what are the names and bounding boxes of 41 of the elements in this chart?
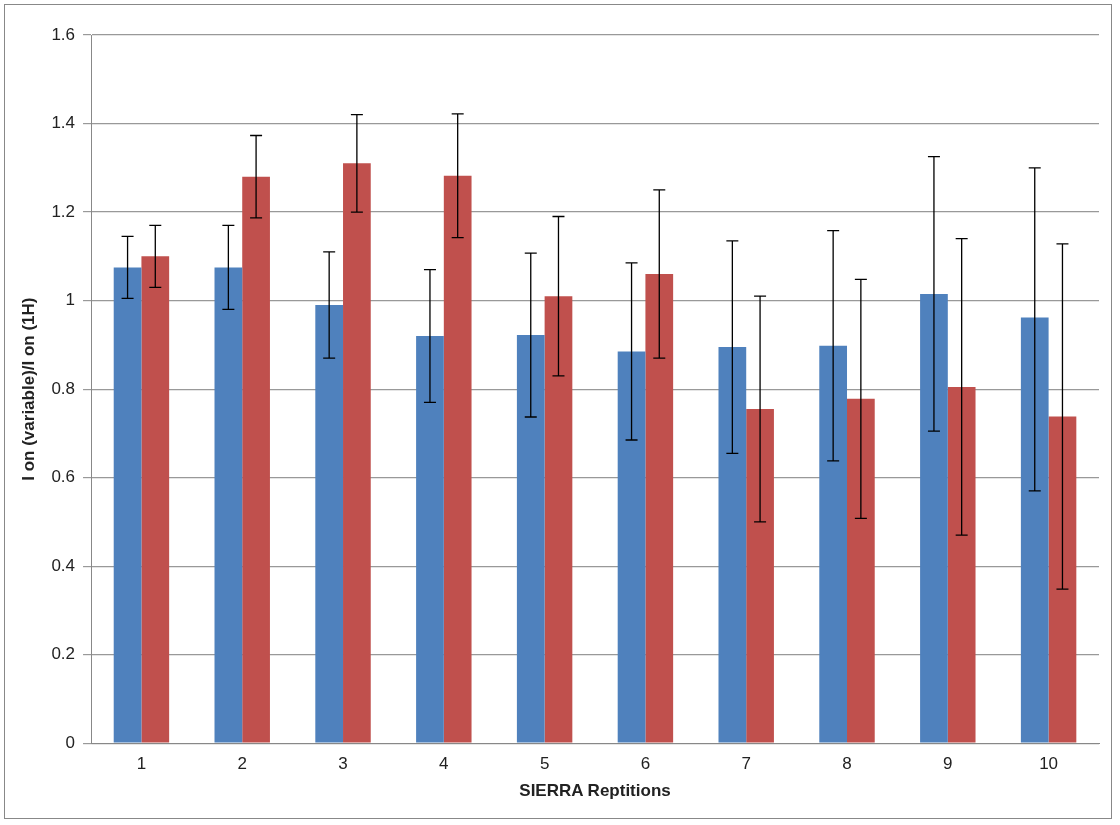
- bar: [544, 296, 573, 743]
- bar: [214, 267, 243, 743]
- x-tick-label: 4: [439, 754, 449, 774]
- bar: [443, 175, 472, 743]
- y-tick-label: 1.4: [51, 113, 76, 133]
- bar: [947, 386, 976, 743]
- y-tick-label: 1.6: [51, 24, 76, 44]
- bar: [1020, 317, 1049, 743]
- bar: [242, 176, 270, 743]
- y-tick-label: 0.6: [51, 467, 76, 487]
- y-tick-label: 0.8: [51, 378, 76, 398]
- bar: [645, 274, 674, 743]
- bar: [847, 398, 875, 743]
- bar: [113, 267, 142, 743]
- x-tick-label: 10: [1039, 754, 1059, 774]
- x-tick-label: 7: [741, 754, 751, 774]
- bar: [746, 409, 774, 743]
- x-tick-label: 9: [943, 754, 953, 774]
- bar: [343, 163, 371, 743]
- bar: [516, 335, 545, 743]
- x-tick-label: 6: [640, 754, 651, 774]
- y-tick-label: 0.4: [51, 555, 76, 575]
- y-tick-label: 0: [65, 732, 76, 752]
- y-tick-label: 0.2: [51, 644, 76, 664]
- bar: [315, 305, 344, 743]
- y-tick-label: 1.2: [51, 201, 76, 221]
- x-tick-label: 5: [539, 754, 550, 774]
- bar: [416, 335, 444, 743]
- bar: [819, 345, 848, 743]
- bar: [1048, 416, 1077, 743]
- bar: [617, 351, 646, 743]
- bar: [920, 293, 948, 743]
- x-axis-title: SIERRA Reptitions: [519, 781, 671, 801]
- bar: [141, 256, 170, 743]
- x-tick-label: 3: [338, 754, 348, 774]
- y-tick-label: 1: [65, 290, 76, 310]
- x-tick-label: 8: [842, 754, 852, 774]
- y-axis-title: I on (variable)/I on (1H): [18, 297, 38, 481]
- x-tick-label: 2: [237, 754, 247, 774]
- bar: [718, 347, 747, 743]
- x-tick-label: 1: [136, 754, 147, 774]
